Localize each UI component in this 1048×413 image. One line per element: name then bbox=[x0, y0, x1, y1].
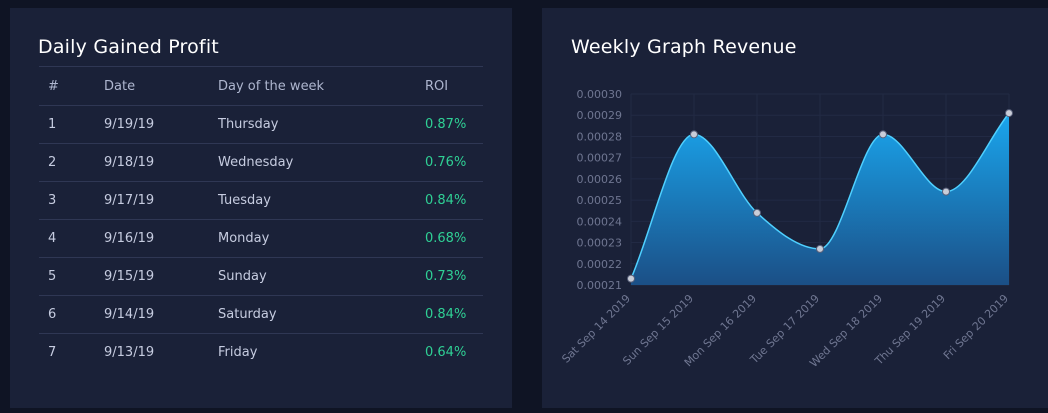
column-header-roi: ROI bbox=[416, 66, 483, 106]
row-day: Thursday bbox=[209, 105, 416, 144]
row-number: 5 bbox=[39, 257, 95, 296]
y-tick-label: 0.00027 bbox=[577, 152, 623, 165]
column-header-number: # bbox=[39, 66, 95, 106]
row-roi: 0.68% bbox=[416, 219, 483, 258]
daily-profit-panel: Daily Gained Profit # Date Day of the we… bbox=[10, 8, 512, 408]
data-point bbox=[627, 274, 635, 283]
table-row: 1 9/19/19 Thursday 0.87% bbox=[39, 105, 483, 144]
y-tick-label: 0.00024 bbox=[577, 215, 623, 228]
column-header-date: Date bbox=[95, 66, 209, 106]
weekly-revenue-panel: Weekly Graph Revenue 0.00030 0.00029 0.000… bbox=[542, 8, 1048, 408]
row-date: 9/15/19 bbox=[95, 257, 209, 296]
row-date: 9/19/19 bbox=[95, 105, 209, 144]
row-day: Tuesday bbox=[209, 181, 416, 220]
table-row: 5 9/15/19 Sunday 0.73% bbox=[39, 257, 483, 296]
row-day: Sunday bbox=[209, 257, 416, 296]
column-header-day: Day of the week bbox=[209, 66, 416, 106]
revenue-area-chart: 0.00030 0.00029 0.00028 0.00027 0.00026 0.000… bbox=[559, 88, 1013, 370]
row-number: 7 bbox=[48, 345, 57, 360]
row-date: 9/17/19 bbox=[95, 181, 209, 220]
row-date: 9/16/19 bbox=[95, 219, 209, 258]
row-day: Wednesday bbox=[209, 143, 416, 182]
row-date: 9/18/19 bbox=[95, 143, 209, 182]
y-tick-label: 0.00029 bbox=[577, 109, 623, 122]
row-number: 2 bbox=[39, 143, 95, 182]
data-point bbox=[690, 130, 698, 139]
row-number: 6 bbox=[39, 295, 95, 334]
y-tick-label: 0.00022 bbox=[577, 258, 623, 271]
panel-title-weekly-revenue: Weekly Graph Revenue bbox=[571, 36, 797, 58]
table-row: 3 9/17/19 Tuesday 0.84% bbox=[39, 181, 483, 220]
row-date: 9/14/19 bbox=[95, 295, 209, 334]
profit-table: # Date Day of the week ROI 1 9/19/19 Thu… bbox=[39, 66, 483, 371]
row-roi: 0.84% bbox=[416, 295, 483, 334]
table-header-row: # Date Day of the week ROI bbox=[39, 66, 483, 106]
row-roi: 0.87% bbox=[416, 105, 483, 144]
row-number: 3 bbox=[39, 181, 95, 220]
row-day: Friday bbox=[218, 345, 258, 360]
row-date: 9/13/19 bbox=[104, 345, 155, 360]
x-tick-label: Sat Sep 14 2019 bbox=[559, 292, 633, 366]
table-row: 7 9/13/19 Friday 0.64% bbox=[39, 334, 483, 372]
x-tick-label: Fri Sep 20 2019 bbox=[941, 292, 1011, 362]
row-roi: 0.73% bbox=[416, 257, 483, 296]
data-point bbox=[879, 130, 887, 139]
data-point bbox=[753, 208, 761, 217]
row-day: Monday bbox=[209, 219, 416, 258]
x-tick-label: Thu Sep 19 2019 bbox=[872, 292, 948, 368]
area-fill bbox=[631, 113, 1009, 285]
row-roi: 0.64% bbox=[425, 345, 467, 360]
data-point bbox=[1005, 109, 1013, 118]
y-tick-label: 0.00021 bbox=[577, 279, 623, 292]
data-point bbox=[942, 187, 950, 196]
row-roi: 0.84% bbox=[416, 181, 483, 220]
table-row: 6 9/14/19 Saturday 0.84% bbox=[39, 295, 483, 334]
row-day: Saturday bbox=[209, 295, 416, 334]
row-number: 4 bbox=[39, 219, 95, 258]
y-tick-label: 0.00023 bbox=[577, 237, 623, 250]
y-tick-label: 0.00026 bbox=[577, 173, 623, 186]
y-tick-label: 0.00025 bbox=[577, 194, 623, 207]
table-row: 4 9/16/19 Monday 0.68% bbox=[39, 219, 483, 258]
y-axis: 0.00030 0.00029 0.00028 0.00027 0.00026 0.000… bbox=[577, 88, 623, 292]
row-roi: 0.76% bbox=[416, 143, 483, 182]
y-tick-label: 0.00030 bbox=[577, 88, 623, 101]
panel-title-daily-profit: Daily Gained Profit bbox=[38, 36, 219, 58]
row-number: 1 bbox=[39, 105, 95, 144]
data-point bbox=[816, 244, 824, 253]
y-tick-label: 0.00028 bbox=[577, 130, 623, 143]
table-row: 2 9/18/19 Wednesday 0.76% bbox=[39, 143, 483, 182]
chart-points bbox=[627, 109, 1013, 283]
